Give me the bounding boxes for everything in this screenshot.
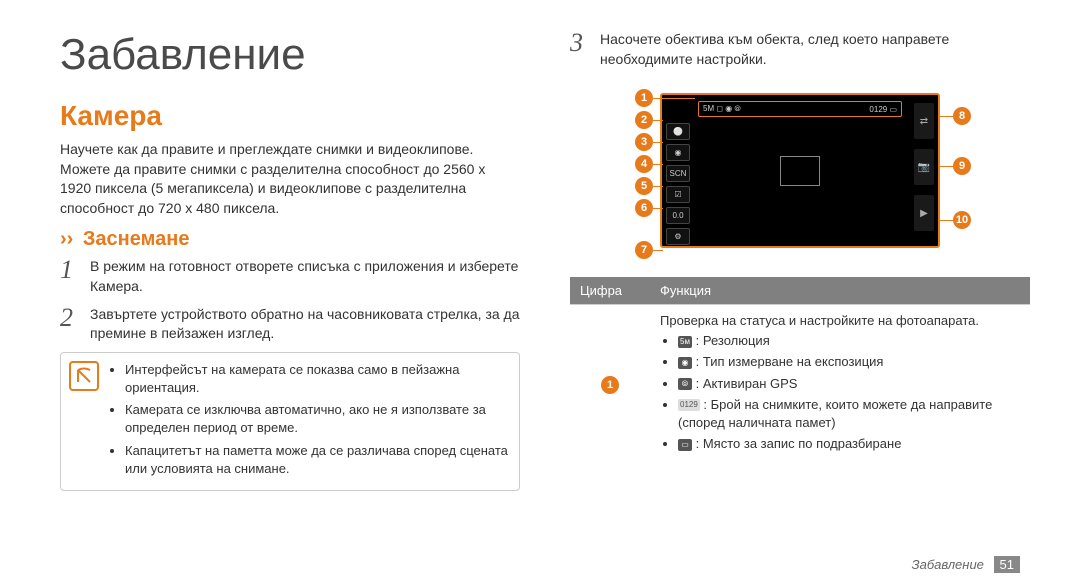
table-cell-func: Проверка на статуса и настройките на фот…: [650, 305, 1030, 465]
page: Забавление Камера Научете как да правите…: [0, 0, 1080, 586]
callout-line: [940, 116, 954, 117]
step-text: Завъртете устройството обратно на часовн…: [90, 305, 520, 344]
cam-icon: ⚙: [666, 228, 690, 245]
top-bar-left: 5M ◻ ◉ ⦾: [703, 104, 741, 114]
step-text: В режим на готовност отворете списъка с …: [90, 257, 520, 296]
chevron-icon: ››: [60, 228, 73, 251]
table-row: 1 Проверка на статуса и настройките на ф…: [570, 305, 1030, 465]
cam-right-icon: 📷: [914, 149, 934, 185]
callout-line: [653, 250, 663, 251]
camera-left-icons: ⚪ ◉ SCN ☑ 0.0 ⚙: [666, 123, 690, 245]
table-header-func: Функция: [650, 277, 1030, 305]
note-item: Интерфейсът на камерата се показва само …: [125, 361, 511, 397]
callout-line: [653, 186, 663, 187]
callout-line: [653, 164, 663, 165]
metering-icon: ◉: [678, 357, 692, 369]
note-box: Интерфейсът на камерата се показва само …: [60, 352, 520, 491]
note-list: Интерфейсът на камерата се показва само …: [109, 361, 511, 482]
func-item: ⦾ : Активиран GPS: [678, 375, 1020, 393]
func-list: 5м : Резолюция ◉ : Тип измерване на експ…: [660, 332, 1020, 453]
cam-icon: ☑: [666, 186, 690, 203]
storage-icon: ▭: [678, 439, 692, 451]
cam-icon: ◉: [666, 144, 690, 161]
callout-line: [653, 208, 663, 209]
cam-icon: SCN: [666, 165, 690, 182]
step-2: 2 Завъртете устройството обратно на часо…: [60, 305, 520, 344]
callout-line: [940, 220, 954, 221]
callout-badge: 4: [635, 155, 653, 173]
row-badge: 1: [601, 376, 619, 394]
column-left: Забавление Камера Научете как да правите…: [60, 30, 520, 566]
callout-badge: 8: [953, 107, 971, 125]
note-item: Камерата се изключва автоматично, ако не…: [125, 401, 511, 437]
callout-badge: 7: [635, 241, 653, 259]
heading-sub-label: Заснемане: [83, 228, 190, 250]
func-item: ◉ : Тип измерване на експозиция: [678, 353, 1020, 371]
camera-diagram: 5M ◻ ◉ ⦾ 0129 ▭ ⚪ ◉ SCN ☑ 0.0 ⚙ ⇄ 📷 ▶: [605, 83, 995, 263]
camera-top-bar: 5M ◻ ◉ ⦾ 0129 ▭: [698, 101, 902, 117]
func-item: ▭ : Място за запис по подразбиране: [678, 435, 1020, 453]
table-header-num: Цифра: [570, 277, 650, 305]
step-text: Насочете обектива към обекта, след което…: [600, 30, 1030, 69]
top-bar-right: 0129 ▭: [869, 105, 897, 114]
footer-section: Забавление: [912, 557, 984, 572]
cam-icon: ⚪: [666, 123, 690, 140]
count-icon: 0129: [678, 399, 700, 411]
callout-line: [653, 98, 695, 99]
callout-badge: 3: [635, 133, 653, 151]
callout-line: [653, 120, 663, 121]
heading-section: Камера: [60, 100, 520, 132]
column-right: 3 Насочете обектива към обекта, след кое…: [570, 30, 1030, 566]
func-item: 0129 : Брой на снимките, които можете да…: [678, 396, 1020, 432]
table-cell-num: 1: [570, 305, 650, 465]
callout-badge: 5: [635, 177, 653, 195]
callout-badge: 10: [953, 211, 971, 229]
callout-badge: 2: [635, 111, 653, 129]
page-footer: Забавление 51: [912, 557, 1020, 572]
step-number: 3: [570, 30, 590, 56]
function-table: Цифра Функция 1 Проверка на статуса и на…: [570, 277, 1030, 464]
func-item: 5м : Резолюция: [678, 332, 1020, 350]
resolution-icon: 5м: [678, 336, 692, 348]
callout-line: [653, 142, 663, 143]
callout-badge: 9: [953, 157, 971, 175]
heading-main: Забавление: [60, 30, 520, 80]
intro-text: Научете как да правите и преглеждате сни…: [60, 140, 520, 218]
callout-line: [940, 166, 954, 167]
cam-right-icon: ▶: [914, 195, 934, 231]
gps-icon: ⦾: [678, 378, 692, 390]
step-number: 1: [60, 257, 80, 283]
step-3: 3 Насочете обектива към обекта, след кое…: [570, 30, 1030, 69]
callout-badge: 6: [635, 199, 653, 217]
func-intro: Проверка на статуса и настройките на фот…: [660, 313, 1020, 328]
heading-sub: ›› Заснемане: [60, 228, 520, 251]
callout-badge: 1: [635, 89, 653, 107]
cam-right-icon: ⇄: [914, 103, 934, 139]
step-number: 2: [60, 305, 80, 331]
note-item: Капацитетът на паметта може да се различ…: [125, 442, 511, 478]
note-icon: [69, 361, 99, 391]
camera-screen: 5M ◻ ◉ ⦾ 0129 ▭ ⚪ ◉ SCN ☑ 0.0 ⚙ ⇄ 📷 ▶: [660, 93, 940, 248]
page-number: 51: [994, 556, 1020, 573]
cam-icon: 0.0: [666, 207, 690, 224]
step-1: 1 В режим на готовност отворете списъка …: [60, 257, 520, 296]
camera-right-icons: ⇄ 📷 ▶: [914, 103, 934, 231]
camera-focus-rect: [780, 156, 820, 186]
